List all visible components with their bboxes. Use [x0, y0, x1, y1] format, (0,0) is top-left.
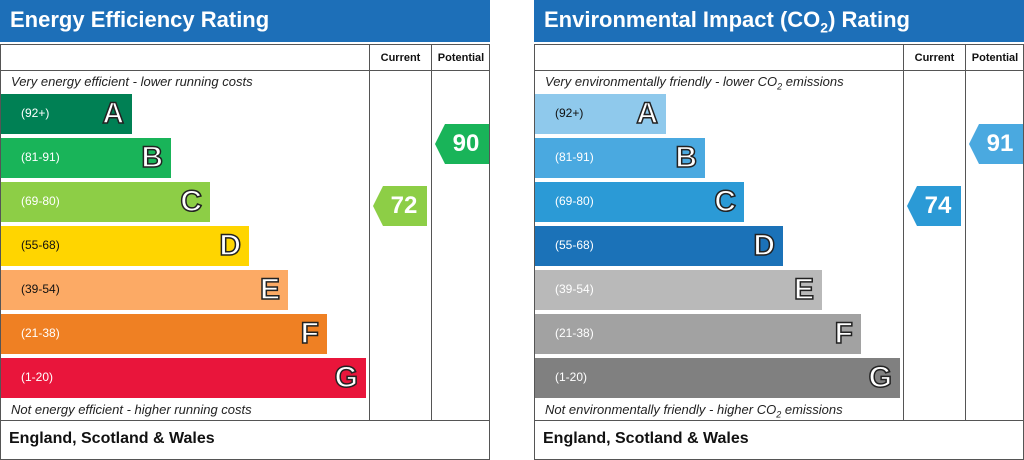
energy-band-d: (55-68) D	[1, 226, 249, 266]
env-title: Environmental Impact (CO2) Rating	[544, 7, 910, 35]
energy-band-e-letter: E	[259, 272, 281, 307]
env-footer: England, Scotland & Wales	[534, 420, 1024, 460]
energy-band-c-range: (69-80)	[21, 194, 60, 208]
env-header: Environmental Impact (CO2) Rating	[534, 0, 1024, 42]
energy-efficiency-chart: Energy Efficiency Rating Current Potenti…	[0, 0, 490, 460]
energy-potential-column-header: Potential	[431, 45, 490, 71]
energy-band-a-range: (92+)	[21, 106, 50, 120]
energy-band-f-range: (21-38)	[21, 326, 60, 340]
energy-band-g: (1-20) G	[1, 358, 366, 398]
energy-band-b: (81-91) B	[1, 138, 171, 178]
env-potential-value: 91	[986, 130, 1014, 157]
energy-footer-text: England, Scotland & Wales	[9, 430, 215, 447]
energy-current-score: 72	[373, 186, 427, 226]
env-potential-arrow	[969, 124, 1023, 164]
env-table: Current Potential Very environmentally f…	[534, 44, 1024, 421]
env-band-d-range: (55-68)	[555, 238, 594, 252]
energy-band-b-range: (81-91)	[21, 150, 60, 164]
env-band-e-letter: E	[793, 272, 815, 307]
env-band-d: (55-68) D	[535, 226, 783, 266]
energy-title: Energy Efficiency Rating	[10, 7, 270, 32]
env-title-sub: 2	[820, 19, 829, 36]
energy-current-value: 72	[390, 192, 418, 219]
env-band-e: (39-54) E	[535, 270, 822, 310]
env-band-c-letter: C	[714, 184, 737, 219]
energy-band-a-letter: A	[102, 96, 125, 131]
env-band-f-range: (21-38)	[555, 326, 594, 340]
energy-current-arrow	[373, 186, 427, 226]
env-band-a: (92+) A	[535, 94, 666, 134]
energy-header: Energy Efficiency Rating	[0, 0, 490, 42]
energy-band-c-letter: C	[180, 184, 203, 219]
env-top-caption-main: Very environmentally friendly - lower CO	[545, 74, 778, 89]
env-bottom-caption-suffix: emissions	[781, 402, 843, 417]
env-current-column-header: Current	[903, 45, 965, 71]
env-band-b: (81-91) B	[535, 138, 705, 178]
env-band-g-range: (1-20)	[555, 370, 588, 384]
energy-potential-value: 90	[452, 130, 480, 157]
env-band-b-range: (81-91)	[555, 150, 594, 164]
env-band-f-letter: F	[834, 316, 854, 351]
energy-band-a: (92+) A	[1, 94, 132, 134]
env-bottom-caption-main: Not environmentally friendly - higher CO	[545, 402, 777, 417]
env-top-caption-suffix: emissions	[782, 74, 844, 89]
env-top-caption-sub: 2	[777, 81, 783, 92]
energy-band-f-letter: F	[300, 316, 320, 351]
energy-bottom-caption: Not energy efficient - higher running co…	[11, 402, 252, 417]
env-band-e-range: (39-54)	[555, 282, 594, 296]
energy-band-e: (39-54) E	[1, 270, 288, 310]
env-bottom-caption-sub: 2	[776, 409, 782, 420]
env-band-f: (21-38) F	[535, 314, 861, 354]
env-footer-text: England, Scotland & Wales	[543, 430, 749, 447]
env-band-d-letter: D	[753, 228, 776, 263]
energy-top-caption: Very energy efficient - lower running co…	[11, 74, 253, 89]
env-top-caption: Very environmentally friendly - lower CO…	[545, 74, 844, 92]
energy-band-e-range: (39-54)	[21, 282, 60, 296]
energy-band-g-range: (1-20)	[21, 370, 54, 384]
env-band-b-letter: B	[675, 140, 698, 175]
env-bottom-caption: Not environmentally friendly - higher CO…	[545, 402, 843, 420]
energy-potential-arrow	[435, 124, 489, 164]
energy-table: Current Potential Very energy efficient …	[0, 44, 490, 421]
energy-current-column-header: Current	[369, 45, 431, 71]
energy-band-d-range: (55-68)	[21, 238, 60, 252]
energy-band-c: (69-80) C	[1, 182, 210, 222]
env-current-score: 74	[907, 186, 961, 226]
energy-footer: England, Scotland & Wales	[0, 420, 490, 460]
energy-band-d-letter: D	[219, 228, 242, 263]
env-current-arrow	[907, 186, 961, 226]
env-band-g-letter: G	[868, 360, 893, 395]
environmental-impact-chart: Environmental Impact (CO2) Rating Curren…	[534, 0, 1024, 460]
env-band-c: (69-80) C	[535, 182, 744, 222]
env-potential-column-header: Potential	[965, 45, 1024, 71]
env-current-value: 74	[924, 192, 952, 219]
env-band-a-letter: A	[636, 96, 659, 131]
energy-band-f: (21-38) F	[1, 314, 327, 354]
energy-band-b-letter: B	[141, 140, 164, 175]
env-potential-score: 91	[969, 124, 1023, 164]
env-band-g: (1-20) G	[535, 358, 900, 398]
energy-band-g-letter: G	[334, 360, 359, 395]
energy-potential-score: 90	[435, 124, 489, 164]
env-title-suffix: ) Rating	[828, 7, 910, 32]
env-title-main: Environmental Impact (CO	[544, 7, 821, 32]
env-band-a-range: (92+)	[555, 106, 584, 120]
env-band-c-range: (69-80)	[555, 194, 594, 208]
